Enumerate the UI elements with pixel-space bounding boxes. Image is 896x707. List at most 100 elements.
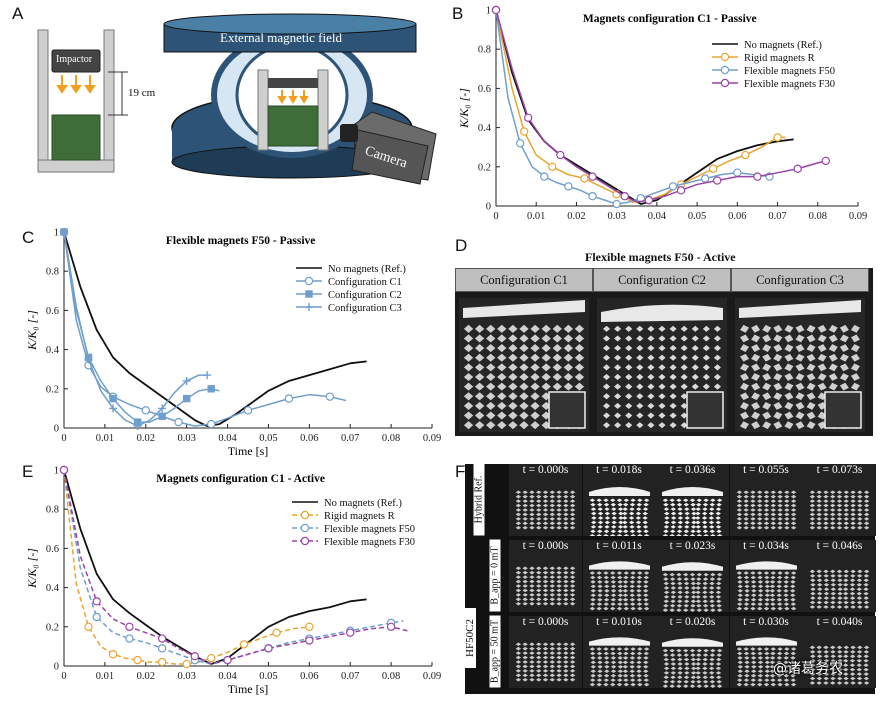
lattice-cell [574,324,585,333]
lattice-cell [762,401,772,410]
chart-e: 0 0.01 0.02 0.03 0.04 0.05 0.06 0.07 0.08 0.09 0 0.… [25,466,441,697]
lattice-cell [784,421,794,430]
y-tick-label: 0.2 [46,622,59,633]
lattice-cell [740,363,750,372]
data-point [386,622,396,631]
legend-label: Configuration C3 [328,303,402,314]
data-point [580,174,589,183]
series-line [63,469,310,665]
legend-marker [720,52,730,62]
frame-image [588,487,650,536]
lattice-cell [839,363,849,372]
lattice-cell [751,363,761,372]
lattice-cell [541,363,551,372]
lattice-cell [784,363,794,372]
frame-image [662,487,723,536]
lattice-cell [486,382,496,391]
panel-b: B 0 0.01 0.02 0.03 0.04 0.05 0.06 0.07 0.08 0.09 0… [450,0,896,230]
lattice-cell [828,382,838,391]
lattice-cell [762,334,772,343]
legend-marker [300,536,310,546]
lattice-photo [597,298,727,432]
lattice-cell [740,334,750,343]
data-point [157,644,167,653]
lattice-cell [784,324,794,333]
lattice-cell [795,324,805,333]
lattice-cell [474,363,485,372]
data-point [92,597,101,606]
lattice-cell [519,324,529,333]
frame-image [809,645,870,685]
legend-marker [720,65,730,75]
lattice-cell [497,372,507,382]
lattice-cell [563,334,574,343]
lattice-cell [541,334,551,343]
drop-tower [37,29,128,173]
lattice-cell [519,372,529,382]
lattice-cell [795,334,805,343]
lattice-cell [552,382,562,391]
data-point [133,422,142,431]
impactor-plate [601,304,723,322]
lattice-cell [773,421,783,430]
data-point [741,150,750,160]
lattice-cell [563,363,574,372]
lattice-cell [463,411,474,420]
lattice-cell [625,402,633,409]
lattice-cell [541,324,551,333]
series-1 [491,5,786,205]
x-tick-label: 0.03 [177,433,195,444]
lattice-cell [702,373,710,381]
x-tick-label: 0.04 [218,433,237,444]
series-line [495,9,770,205]
lattice-cell [784,401,794,410]
data-point [676,186,686,195]
series-line [63,231,220,423]
lattice-cell [740,344,750,353]
panel-b-label: B [452,4,464,23]
lattice-cell [740,392,750,401]
magnet-inset [686,391,724,429]
chart-title: Magnets configuration C1 - Passive [583,13,757,25]
lattice-cell [658,325,666,332]
lattice-cell [773,382,783,391]
lattice-cell [806,353,816,362]
lattice-cell [474,421,485,430]
panel-e: E 0 0.01 0.02 0.03 0.04 0.05 0.06 0.07 0.08 0.09 0… [0,462,450,702]
legend-label: No magnets (Ref.) [328,264,406,275]
lattice-cell [530,324,540,333]
frame-time-label: t = 0.010s [596,616,642,628]
frame-cell: t = 0.034s [729,540,803,612]
lattice-cell [773,373,783,381]
lattice-cell [773,411,783,420]
lattice-cell [680,354,688,361]
x-tick-label: 0.01 [96,433,114,444]
y-tick-label: 0.8 [478,45,491,56]
lattice-cell [614,373,622,381]
lattice-cell [806,334,816,343]
data-point [239,640,249,649]
frame-time-label: t = 0.020s [669,616,716,628]
data-point [182,659,191,669]
lattice-cell [486,372,496,382]
config-header-c3: Configuration C3 [731,268,869,292]
x-axis-label: Time [s] [228,444,269,458]
frame-time-label: t = 0.040s [816,616,863,628]
config-photo-c2 [597,298,727,432]
lattice-cell [839,334,849,343]
x-tick-label: 0.09 [423,433,441,444]
chart-c: 0 0.01 0.02 0.03 0.04 0.05 0.06 0.07 0.08 0.09 0 0.… [25,228,441,459]
frame-cell: t = 0.010s [582,616,656,688]
lattice-cell [740,373,750,381]
frame-cell: t = 0.023s [656,540,729,612]
lattice-cell [519,382,529,391]
data-point [203,371,212,380]
x-tick-label: 0.06 [728,211,746,222]
lattice-cell [530,363,540,372]
lattice-cell [497,392,507,401]
lattice-cell [530,353,540,362]
data-point [125,634,134,643]
lattice-cell [828,353,838,362]
frame-time-label: t = 0.046s [816,540,863,552]
lattice-cell [647,402,655,409]
